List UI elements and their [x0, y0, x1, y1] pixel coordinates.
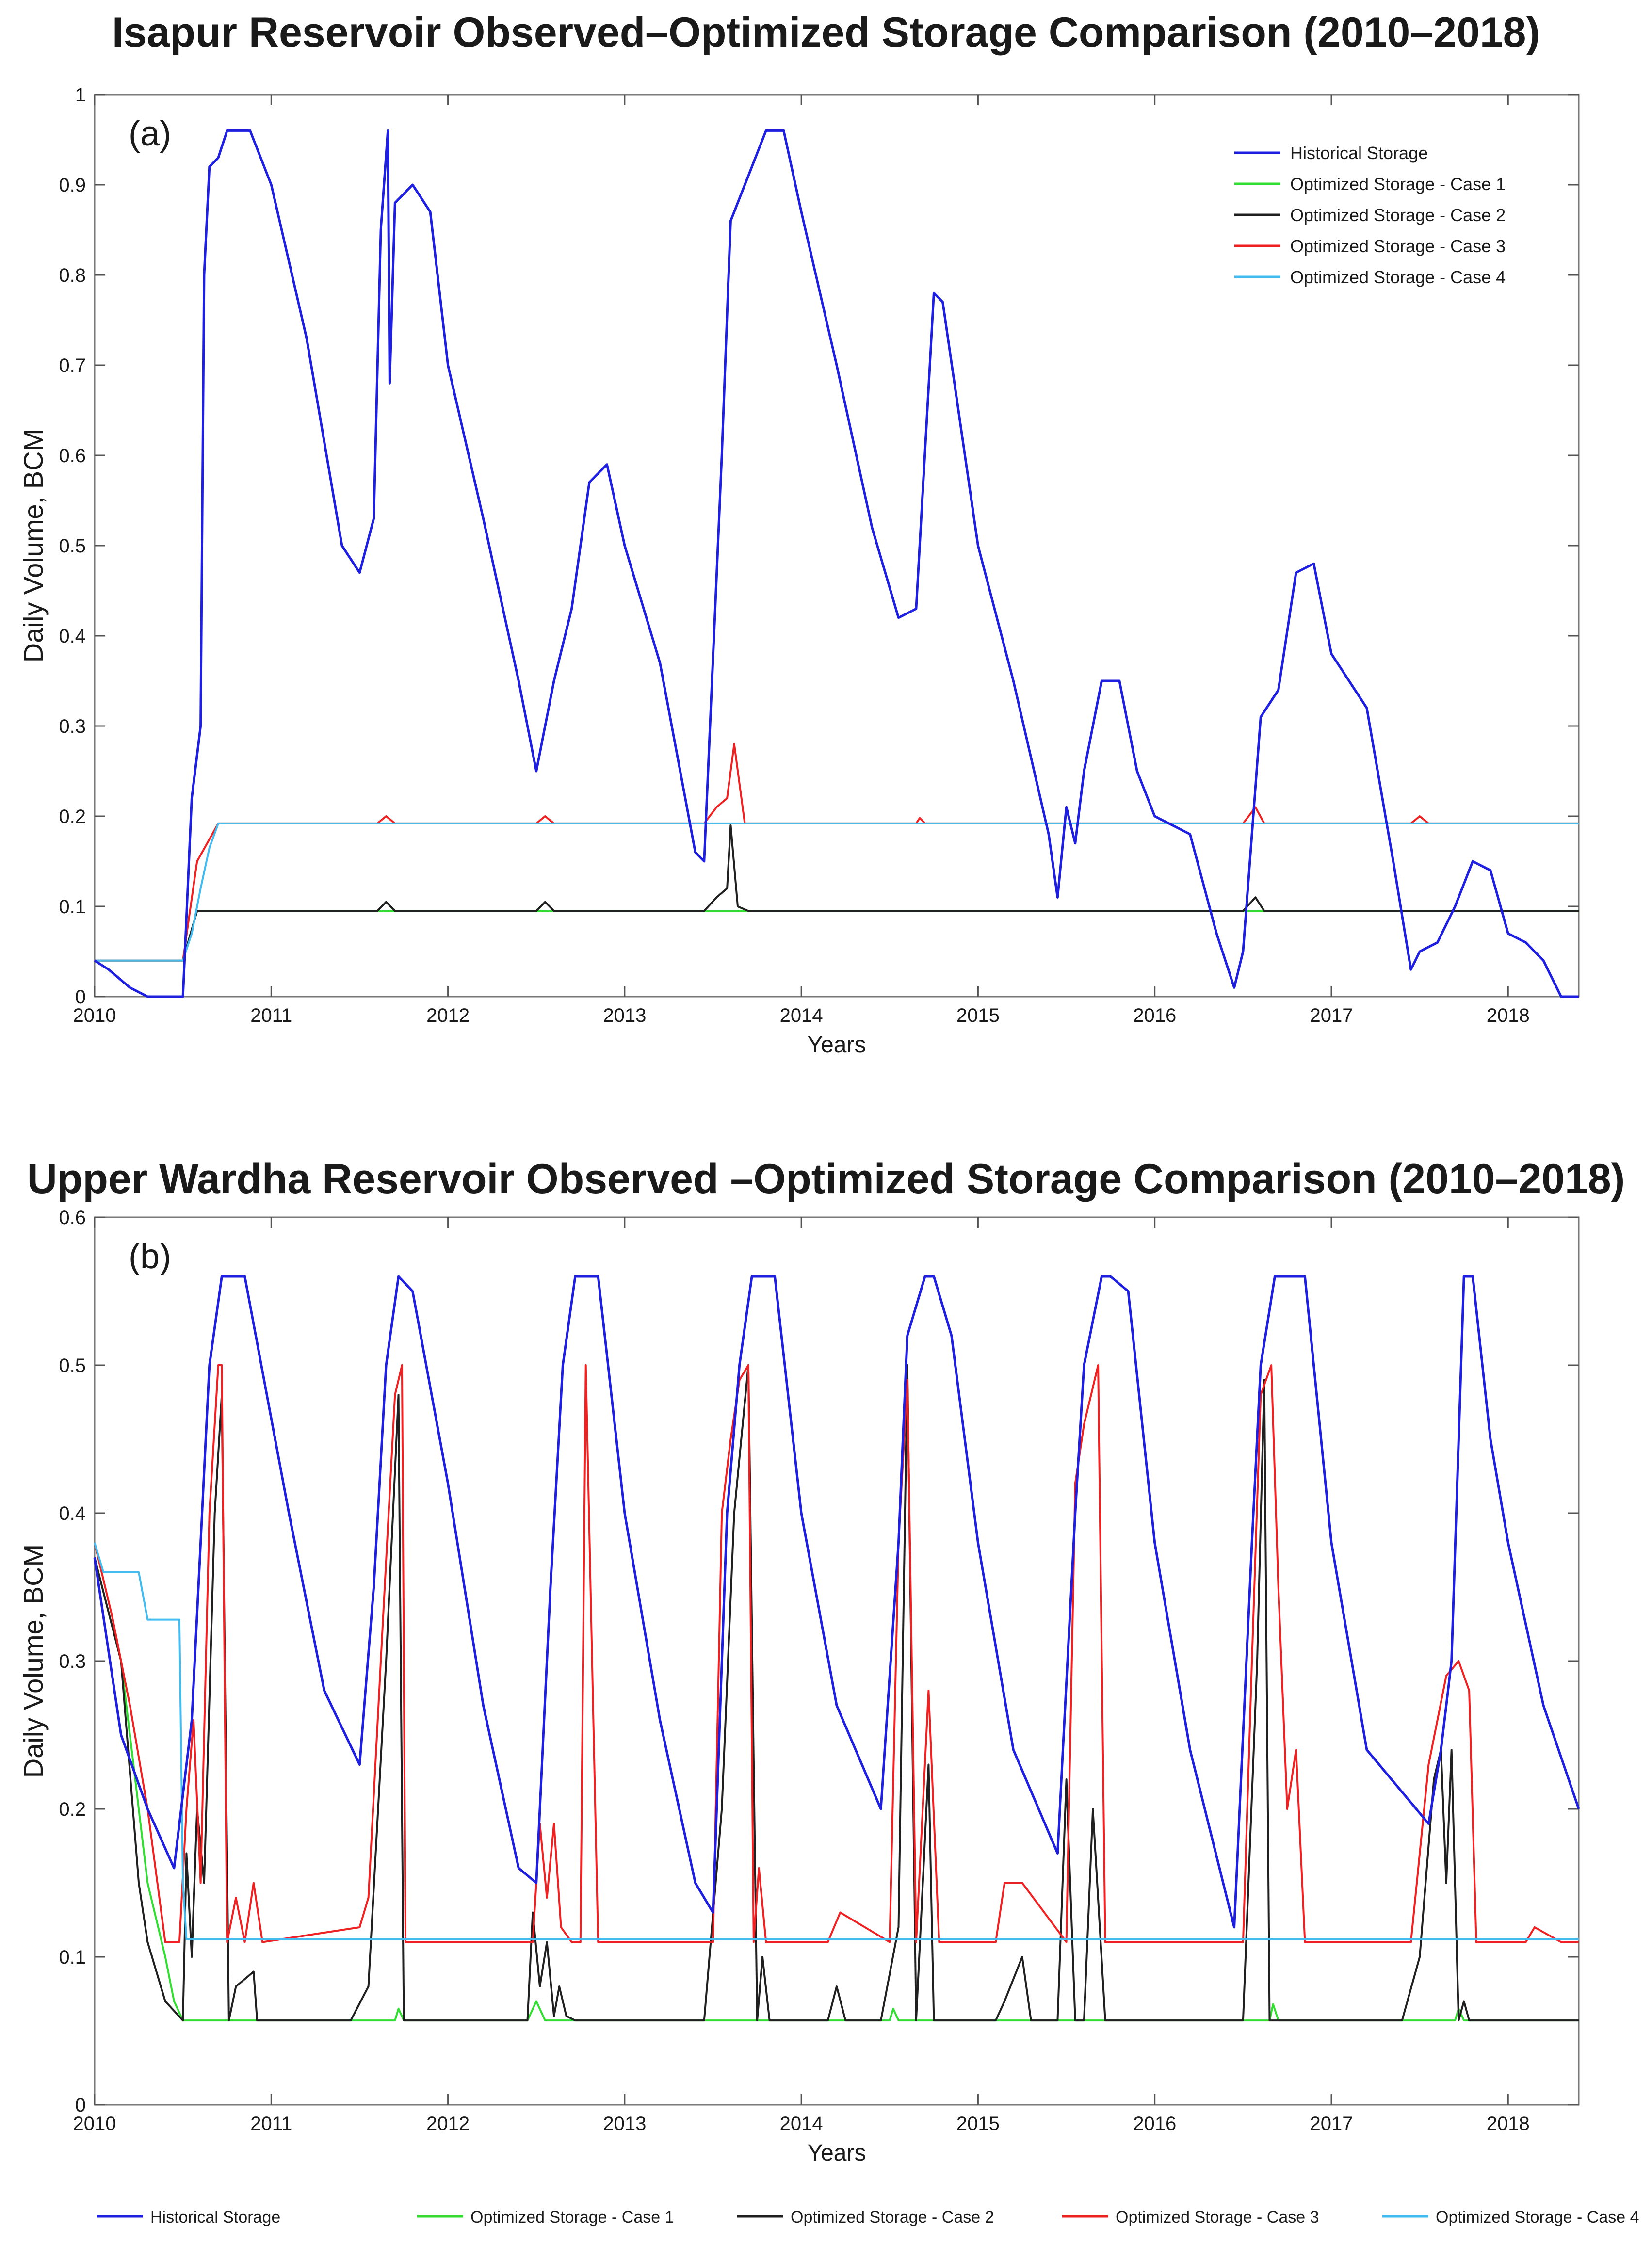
y-axis-label: Daily Volume, BCM	[18, 429, 49, 662]
legend-label: Optimized Storage - Case 4	[1290, 267, 1506, 287]
y-axis-label: Daily Volume, BCM	[18, 1544, 49, 1778]
x-tick-label: 2017	[1310, 2113, 1353, 2134]
panel-label: (a)	[129, 114, 171, 153]
series-line-case-3	[94, 1364, 1579, 1943]
x-tick-label: 2016	[1133, 2113, 1176, 2134]
y-tick-label: 0.5	[59, 1355, 86, 1376]
legend-label: Optimized Storage - Case 4	[1436, 2208, 1639, 2227]
y-tick-label: 0.9	[59, 175, 86, 196]
y-tick-label: 0.4	[59, 1503, 86, 1524]
y-tick-label: 0.3	[59, 1651, 86, 1672]
panel-label: (b)	[129, 1237, 171, 1276]
series-line-case-4	[95, 822, 1579, 962]
x-tick-label: 2012	[426, 2113, 470, 2134]
x-axis-label: Years	[808, 1032, 866, 1058]
y-tick-label: 0.1	[59, 896, 86, 918]
legend-label: Optimized Storage - Case 1	[1290, 174, 1506, 194]
y-tick-label: 0.6	[59, 445, 86, 467]
x-axis-label: Years	[808, 2140, 866, 2166]
x-tick-label: 2017	[1310, 1005, 1353, 1026]
x-tick-label: 2013	[603, 2113, 646, 2134]
x-tick-label: 2013	[603, 1005, 646, 1026]
x-tick-label: 2010	[73, 1005, 116, 1026]
plot-area	[94, 94, 1580, 998]
y-tick-label: 0.5	[59, 535, 86, 557]
y-tick-label: 0.6	[59, 1207, 86, 1228]
series-line-case-2	[95, 824, 1579, 962]
x-tick-label: 2018	[1487, 2113, 1530, 2134]
series-line-case-2	[94, 1364, 1579, 2022]
legend-label: Historical Storage	[150, 2208, 280, 2227]
x-tick-label: 2018	[1487, 1005, 1530, 1026]
y-tick-label: 0.4	[59, 626, 86, 647]
y-tick-label: 0	[75, 986, 86, 1008]
x-tick-label: 2014	[780, 1005, 823, 1026]
legend-label: Historical Storage	[1290, 143, 1428, 163]
series-line-case-4	[94, 1542, 1579, 1940]
y-tick-label: 0.2	[59, 1799, 86, 1820]
x-tick-label: 2014	[780, 2113, 823, 2134]
legend-label: Optimized Storage - Case 1	[470, 2208, 674, 2227]
x-tick-label: 2010	[73, 2113, 116, 2134]
legend-label: Optimized Storage - Case 2	[791, 2208, 994, 2227]
y-tick-label: 0.2	[59, 806, 86, 827]
y-tick-label: 0	[75, 2095, 86, 2116]
chart-panel-b: 0 0.1 0.2 0.3 0.4 0.5 0.6 2010 2011 2012 2013 2014 2…	[18, 1207, 1639, 2227]
legend-label: Optimized Storage - Case 2	[1290, 205, 1506, 225]
panel-a-title: Isapur Reservoir Observed–Optimized Stor…	[112, 9, 1540, 56]
x-tick-label: 2016	[1133, 1005, 1176, 1026]
y-tick-label: 0.1	[59, 1947, 86, 1968]
series-line-historical	[93, 1275, 1580, 1929]
legend-label: Optimized Storage - Case 3	[1116, 2208, 1319, 2227]
y-tick-label: 0.3	[59, 716, 86, 737]
x-tick-label: 2012	[426, 1005, 470, 1026]
x-tick-label: 2015	[956, 1005, 1000, 1026]
x-tick-label: 2011	[250, 2113, 292, 2134]
chart-panel-a: 0 0.1 0.2 0.3 0.4 0.5 0.6 0.7 0.8 0.9 1 2010 2011 201…	[18, 84, 1580, 1058]
x-tick-label: 2011	[250, 1005, 292, 1026]
x-tick-label: 2015	[956, 2113, 1000, 2134]
y-tick-label: 0.8	[59, 265, 86, 286]
series-line-historical	[94, 129, 1579, 998]
y-tick-label: 0.7	[59, 355, 86, 376]
plot-area	[94, 1216, 1580, 2106]
y-tick-label: 1	[75, 84, 86, 106]
panel-b-title: Upper Wardha Reservoir Observed –Optimiz…	[27, 1156, 1625, 1202]
legend-label: Optimized Storage - Case 3	[1290, 236, 1506, 256]
